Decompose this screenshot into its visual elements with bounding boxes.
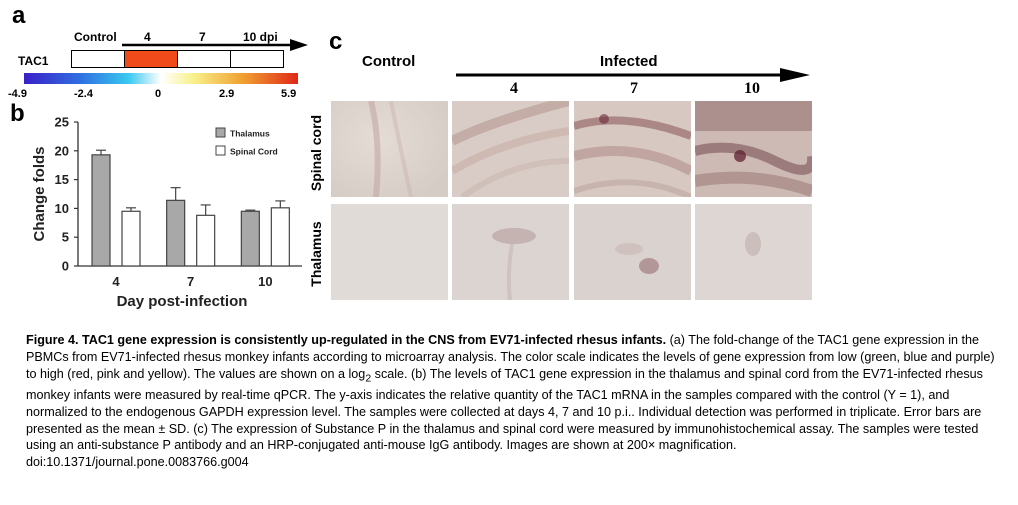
heatmap-cell-10 xyxy=(230,50,284,68)
ihc-control-label: Control xyxy=(362,53,416,70)
ihc-image-thalamus-day10 xyxy=(695,204,812,300)
infection-arrow-a xyxy=(122,39,308,51)
legend-label: Spinal Cord xyxy=(230,147,278,157)
caption-doi: doi:10.1371/journal.pone.0083766.g004 xyxy=(26,455,249,470)
ihc-day-7: 7 xyxy=(630,80,638,97)
ihc-day-4: 4 xyxy=(510,80,518,97)
row-label-spinal-cord: Spinal cord xyxy=(308,114,324,192)
y-axis-label: Change folds xyxy=(31,146,48,241)
heatmap-cell-control xyxy=(71,50,125,68)
x-tick-label: 7 xyxy=(187,274,194,289)
color-scale-bar xyxy=(24,73,298,84)
ihc-image-thalamus-control xyxy=(331,204,448,300)
ihc-infected-label: Infected xyxy=(600,53,658,70)
bar xyxy=(240,210,260,267)
bar xyxy=(270,207,290,267)
panel-a-letter: a xyxy=(12,2,26,29)
figure-caption: Figure 4. TAC1 gene expression is consis… xyxy=(26,332,996,471)
bar xyxy=(166,199,186,267)
caption-subscript: 2 xyxy=(365,372,372,385)
heatmap-gene-label: TAC1 xyxy=(18,54,49,68)
scale-label-max: 5.9 xyxy=(281,88,297,100)
y-tick-label: 10 xyxy=(55,201,69,216)
x-tick-label: 4 xyxy=(112,274,120,289)
heatmap-cell-7 xyxy=(177,50,231,68)
panel-b-letter: b xyxy=(10,100,25,127)
y-tick-label: 15 xyxy=(55,172,69,187)
scale-label-high: 2.9 xyxy=(219,88,235,100)
caption-body-1: (a) The fold-change of the TAC1 gene exp… xyxy=(26,333,995,381)
y-tick-label: 25 xyxy=(55,115,69,130)
heatmap-col-label-7: 7 xyxy=(199,30,206,44)
ihc-image-spinal-day7 xyxy=(574,101,691,197)
scale-label-low: -2.4 xyxy=(74,88,93,100)
ihc-day-10: 10 xyxy=(744,80,760,97)
bar-chart: 0 5 10 15 20 25 4 7 10 Day post-infection Change f… xyxy=(20,112,310,317)
row-label-thalamus: Thalamus xyxy=(308,221,324,287)
caption-body-2: scale. (b) The levels of TAC1 gene expre… xyxy=(26,366,983,453)
y-tick-label: 0 xyxy=(62,259,69,274)
legend-swatch xyxy=(215,127,226,138)
bar xyxy=(196,214,216,267)
bar xyxy=(91,154,111,267)
panel-c-letter: c xyxy=(329,28,343,55)
infection-arrow-c xyxy=(456,68,810,82)
legend-label: Thalamus xyxy=(230,129,270,139)
bar xyxy=(121,210,141,267)
heatmap-col-label-control: Control xyxy=(74,30,117,44)
scale-label-min: -4.9 xyxy=(8,88,27,100)
x-axis-label: Day post-infection xyxy=(117,293,248,310)
y-tick-label: 20 xyxy=(55,143,69,158)
x-tick-label: 10 xyxy=(258,274,272,289)
ihc-image-spinal-day4 xyxy=(452,101,569,197)
heatmap-cell-4 xyxy=(124,50,178,68)
legend-swatch xyxy=(215,145,226,156)
ihc-image-spinal-day10 xyxy=(695,101,812,197)
ihc-image-thalamus-day4 xyxy=(452,204,569,300)
heatmap-row xyxy=(71,50,284,68)
heatmap-col-label-10: 10 dpi xyxy=(243,30,278,44)
caption-title: Figure 4. TAC1 gene expression is consis… xyxy=(26,333,667,347)
bar-chart-svg: 0 5 10 15 20 25 4 7 10 Day post-infection Change f… xyxy=(31,115,302,310)
heatmap-col-label-4: 4 xyxy=(144,30,151,44)
scale-label-zero: 0 xyxy=(155,88,162,100)
y-tick-label: 5 xyxy=(62,230,69,245)
ihc-image-thalamus-day7 xyxy=(574,204,691,300)
ihc-image-spinal-control xyxy=(331,101,448,197)
